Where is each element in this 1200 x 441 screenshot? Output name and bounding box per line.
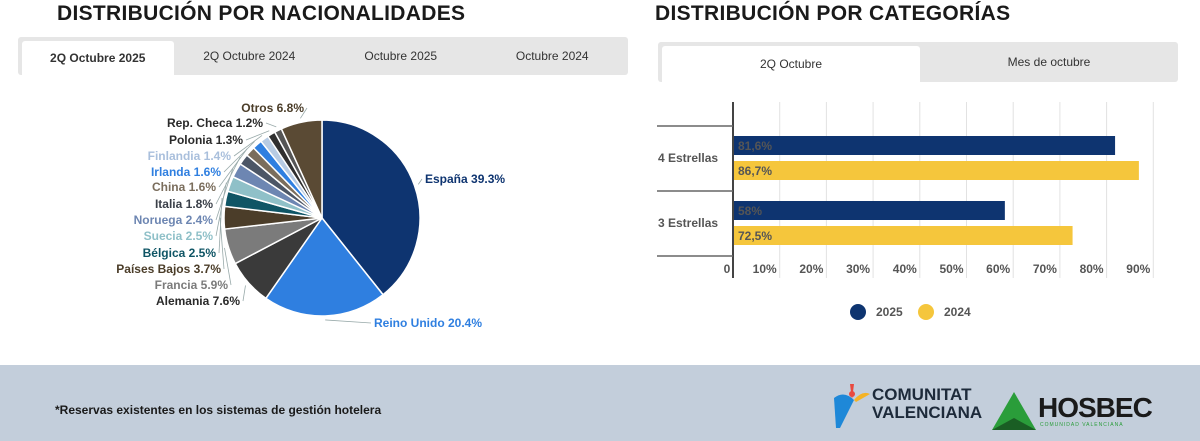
legend-label: 2025 bbox=[876, 305, 903, 319]
star-figure-icon bbox=[834, 384, 870, 428]
leader-line bbox=[215, 156, 241, 205]
x-tick-label: 0 bbox=[724, 262, 731, 276]
leader-line bbox=[417, 178, 423, 185]
pie-slice-otros bbox=[280, 119, 323, 219]
leader-line bbox=[218, 148, 248, 188]
legend-label: 2024 bbox=[944, 305, 971, 319]
categories-title: DISTRIBUCIÓN POR CATEGORÍAS bbox=[655, 2, 1011, 25]
tab-2q-octubre[interactable]: 2Q Octubre bbox=[662, 46, 920, 82]
pie-label: Polonia 1.3% bbox=[168, 133, 243, 147]
leader-line bbox=[245, 130, 270, 141]
footnote: *Reservas existentes en los sistemas de … bbox=[55, 403, 382, 417]
bar-2025-4-estrellas bbox=[734, 136, 1116, 155]
comunitat-valenciana-logo: COMUNITAT VALENCIANA bbox=[832, 380, 983, 430]
x-tick-label: 20% bbox=[799, 262, 823, 276]
pie-label: Bélgica 2.5% bbox=[142, 246, 216, 260]
nationalities-title: DISTRIBUCIÓN POR NACIONALIDADES bbox=[57, 2, 466, 25]
logo2-text: HOSBEC bbox=[1038, 392, 1153, 423]
x-tick-label: 90% bbox=[1126, 262, 1150, 276]
bar-2024-4-estrellas bbox=[734, 161, 1139, 180]
pie-label: Noruega 2.4% bbox=[133, 213, 213, 227]
pie-label: Países Bajos 3.7% bbox=[116, 262, 221, 276]
leader-line bbox=[233, 135, 263, 157]
bar-value-label: 81,6% bbox=[738, 139, 772, 153]
x-tick-label: 40% bbox=[893, 262, 917, 276]
pie-label: Francia 5.9% bbox=[154, 278, 228, 292]
leader-line bbox=[300, 107, 308, 119]
bar-2024-3-estrellas bbox=[734, 226, 1073, 245]
tab-octubre-2025[interactable]: Octubre 2025 bbox=[364, 49, 438, 63]
pie-label: España 39.3% bbox=[425, 172, 506, 186]
logo2-subtext: COMUNIDAD VALENCIANA bbox=[1040, 422, 1124, 428]
pie-slice-reino-unido bbox=[264, 216, 385, 317]
leader-line bbox=[224, 247, 232, 286]
x-tick-label: 70% bbox=[1033, 262, 1057, 276]
bar-value-label: 86,7% bbox=[738, 164, 772, 178]
leader-line bbox=[242, 285, 246, 302]
category-label: 3 Estrellas bbox=[658, 216, 718, 230]
pie-label: Alemania 7.6% bbox=[155, 294, 240, 308]
leader-line bbox=[325, 319, 372, 324]
category-label: 4 Estrellas bbox=[658, 151, 718, 165]
nationalities-tabs: 2Q Octubre 2025 2Q Octubre 2024 Octubre … bbox=[18, 37, 628, 75]
x-tick-label: 80% bbox=[1080, 262, 1104, 276]
tab-2q-octubre-2025[interactable]: 2Q Octubre 2025 bbox=[22, 41, 174, 75]
x-tick-label: 30% bbox=[846, 262, 870, 276]
bar-value-label: 72,5% bbox=[738, 229, 772, 243]
bar-2025-3-estrellas bbox=[734, 201, 1005, 220]
pie-label: Rep. Checa 1.2% bbox=[166, 116, 263, 130]
categories-tabs: 2Q Octubre Mes de octubre bbox=[658, 42, 1178, 82]
x-tick-label: 60% bbox=[986, 262, 1010, 276]
legend-swatch-2024 bbox=[918, 304, 934, 320]
x-tick-label: 50% bbox=[939, 262, 963, 276]
leader-line bbox=[223, 141, 255, 173]
pie-label: Reino Unido 20.4% bbox=[374, 316, 483, 330]
tab-mes-de-octubre[interactable]: Mes de octubre bbox=[1007, 55, 1091, 69]
pie-label: China 1.6% bbox=[151, 180, 216, 194]
hosbec-logo: HOSBEC COMUNIDAD VALENCIANA bbox=[992, 390, 1162, 435]
pie-label: Italia 1.8% bbox=[154, 197, 213, 211]
footer: *Reservas existentes en los sistemas de … bbox=[0, 365, 1200, 441]
tab-octubre-2024[interactable]: Octubre 2024 bbox=[515, 49, 589, 63]
tab-2q-octubre-2024[interactable]: 2Q Octubre 2024 bbox=[203, 49, 296, 63]
green-triangle-icon bbox=[992, 392, 1036, 430]
pie-label: Irlanda 1.6% bbox=[150, 165, 221, 179]
leader-line bbox=[215, 182, 227, 237]
charts-canvas: 0 10% 20% 30% 40% 50% 60% 70% 80% 90% 4 Estrellas 8… bbox=[215, 102, 1154, 324]
pie-label: Finlandia 1.4% bbox=[147, 149, 231, 163]
pie-slice-espa-a bbox=[321, 119, 421, 296]
legend-swatch-2025 bbox=[850, 304, 866, 320]
bar-value-label: 58% bbox=[738, 204, 762, 218]
logo1-text: COMUNITAT VALENCIANA bbox=[872, 385, 983, 422]
x-tick-label: 10% bbox=[753, 262, 777, 276]
pie-label: Otros 6.8% bbox=[241, 101, 304, 115]
leader-line bbox=[265, 122, 277, 128]
pie-label: Suecia 2.5% bbox=[143, 229, 213, 243]
